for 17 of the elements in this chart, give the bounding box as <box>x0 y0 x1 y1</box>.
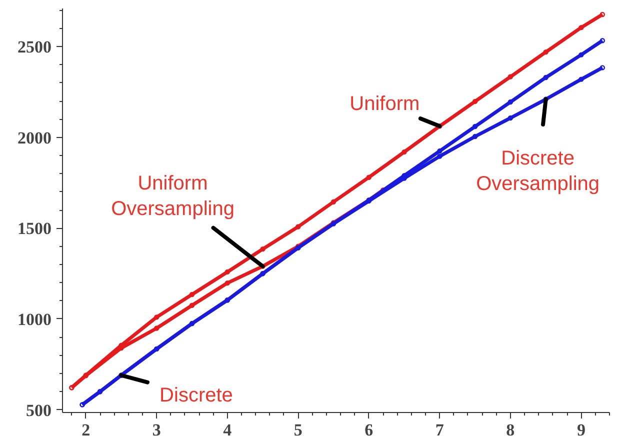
series-label: Discrete <box>160 384 233 406</box>
y-tick-label: 1500 <box>18 219 52 238</box>
y-tick-label: 1000 <box>18 310 52 329</box>
text: Uniform Oversampling <box>111 172 234 220</box>
y-tick-label: 500 <box>26 400 52 420</box>
x-tick-label: 9 <box>576 420 586 440</box>
series-label: Discrete Oversampling <box>476 148 600 195</box>
y-tick-label: 2000 <box>18 128 52 148</box>
x-tick-label: 2 <box>82 420 90 440</box>
x-tick-label: 4 <box>223 420 232 440</box>
x-tick-label: 5 <box>294 420 302 440</box>
x-tick-label: 8 <box>506 420 515 440</box>
y-tick-label: 2500 <box>18 38 52 57</box>
x-tick-label: 6 <box>364 420 374 440</box>
x-tick-label: 3 <box>152 420 161 440</box>
series-label: Uniform <box>350 93 420 116</box>
x-tick-label: 7 <box>435 420 444 440</box>
